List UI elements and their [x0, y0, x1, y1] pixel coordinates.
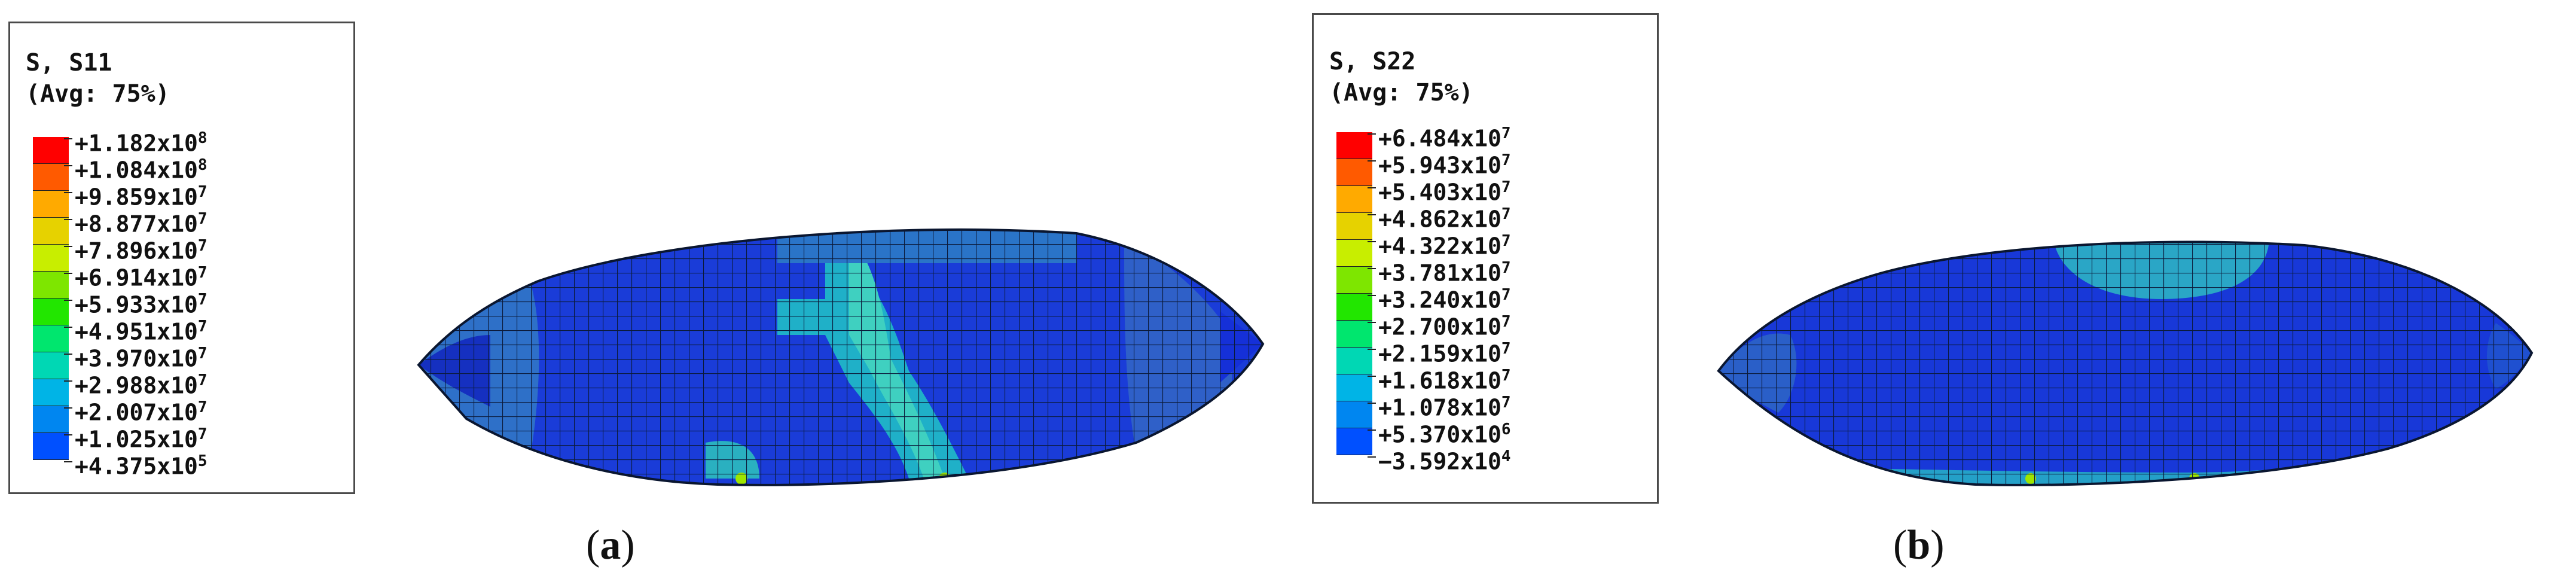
- color-swatch: [1336, 321, 1372, 348]
- legend-averaging: (Avg: 75%): [1329, 79, 1473, 106]
- color-swatch: [1336, 348, 1372, 374]
- color-swatch: [33, 298, 69, 325]
- shell-outline: [1717, 240, 2534, 486]
- legend-variable: S, S22: [1329, 48, 1416, 75]
- color-swatch: [1336, 132, 1372, 159]
- legend-labels: +1.182x108 +1.084x108 +9.859x107 +8.877x…: [64, 125, 207, 480]
- color-swatch: [1336, 294, 1372, 321]
- shell-body: [419, 229, 1263, 485]
- color-swatch: [33, 406, 69, 433]
- color-swatch: [1336, 267, 1372, 294]
- stress-contour-s22: [1717, 240, 2534, 486]
- panel-caption: (b): [1893, 522, 1945, 568]
- color-swatch: [33, 352, 69, 379]
- color-swatch: [33, 433, 69, 460]
- color-swatch: [33, 379, 69, 406]
- shell-outline: [417, 228, 1265, 486]
- legend-labels: +6.484x107 +5.943x107 +5.403x107 +4.862x…: [1368, 120, 1511, 475]
- legend-s22: S, S22 (Avg: 75%) +6.484x107 +5.943x107 …: [1312, 13, 1659, 504]
- shell-body: [1719, 242, 2532, 485]
- legend-averaging: (Avg: 75%): [26, 80, 170, 108]
- color-swatch: [1336, 401, 1372, 428]
- panel-caption: (a): [586, 522, 635, 568]
- color-swatch: [33, 137, 69, 164]
- colorbar: [33, 137, 69, 460]
- color-swatch: [1336, 428, 1372, 455]
- stress-contour-s11: [417, 228, 1265, 486]
- color-swatch: [1336, 213, 1372, 240]
- color-swatch: [1336, 159, 1372, 186]
- color-swatch: [1336, 240, 1372, 267]
- color-swatch: [1336, 374, 1372, 401]
- color-swatch: [33, 191, 69, 218]
- color-swatch: [33, 325, 69, 352]
- colorbar: [1336, 132, 1372, 455]
- color-swatch: [33, 164, 69, 191]
- panel-a: S, S11 (Avg: 75%) +1.182x108 +1.084x108 …: [8, 22, 1265, 568]
- color-swatch: [33, 245, 69, 272]
- panel-b: S, S22 (Avg: 75%) +6.484x107 +5.943x107 …: [1288, 0, 2576, 588]
- color-swatch: [1336, 186, 1372, 213]
- color-swatch: [33, 272, 69, 298]
- legend-s11: S, S11 (Avg: 75%) +1.182x108 +1.084x108 …: [8, 22, 355, 494]
- color-swatch: [33, 218, 69, 245]
- legend-variable: S, S11: [26, 49, 112, 77]
